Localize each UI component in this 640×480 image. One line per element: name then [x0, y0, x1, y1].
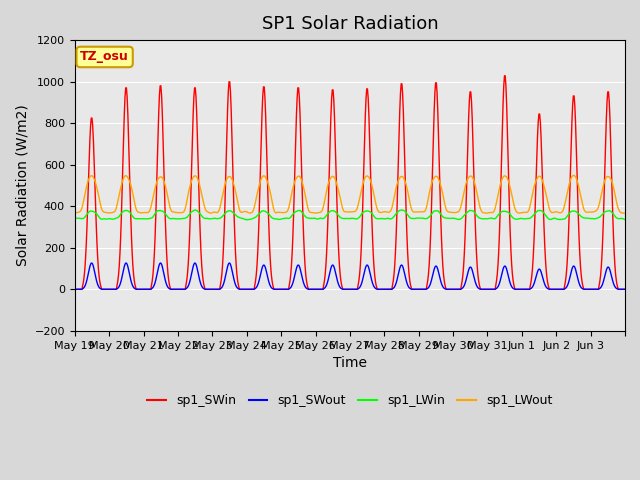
sp1_SWout — [264, 277, 272, 283]
Line: sp1_LWout: sp1_LWout — [75, 176, 625, 213]
sp1_LWout — [621, 210, 629, 216]
sp1_LWin — [136, 216, 143, 222]
sp1_SWin — [136, 287, 143, 292]
sp1_SWout — [285, 286, 293, 292]
sp1_LWin — [266, 212, 273, 217]
sp1_SWout — [438, 282, 446, 288]
sp1_LWout — [285, 205, 292, 211]
Legend: sp1_SWin, sp1_SWout, sp1_LWin, sp1_LWout: sp1_SWin, sp1_SWout, sp1_LWin, sp1_LWout — [142, 389, 557, 412]
sp1_LWout — [570, 173, 577, 179]
sp1_SWout — [136, 287, 144, 292]
Text: TZ_osu: TZ_osu — [80, 50, 129, 63]
sp1_LWin — [237, 215, 245, 221]
sp1_LWin — [243, 217, 250, 223]
Line: sp1_LWin: sp1_LWin — [75, 210, 625, 220]
sp1_LWin — [191, 207, 199, 213]
Y-axis label: Solar Radiation (W/m2): Solar Radiation (W/m2) — [15, 105, 29, 266]
sp1_LWout — [136, 210, 143, 216]
sp1_LWout — [237, 209, 244, 215]
sp1_LWin — [286, 215, 294, 221]
sp1_LWin — [439, 214, 447, 219]
Title: SP1 Solar Radiation: SP1 Solar Radiation — [262, 15, 438, 33]
sp1_SWin — [621, 287, 629, 292]
sp1_SWin — [500, 73, 508, 79]
sp1_LWin — [408, 216, 416, 221]
Line: sp1_SWout: sp1_SWout — [75, 263, 625, 289]
sp1_SWin — [285, 287, 292, 292]
Line: sp1_SWin: sp1_SWin — [75, 76, 625, 289]
sp1_LWout — [406, 203, 414, 208]
sp1_SWin — [406, 282, 414, 288]
sp1_SWout — [237, 287, 245, 292]
sp1_SWin — [237, 287, 244, 292]
sp1_SWout — [71, 287, 79, 292]
sp1_SWin — [71, 287, 79, 292]
sp1_SWout — [621, 287, 629, 292]
sp1_SWout — [88, 260, 96, 266]
sp1_SWout — [408, 286, 415, 292]
X-axis label: Time: Time — [333, 356, 367, 370]
sp1_LWin — [71, 216, 79, 221]
sp1_LWout — [438, 185, 445, 191]
sp1_LWin — [621, 217, 629, 223]
sp1_SWin — [264, 188, 271, 193]
sp1_LWout — [71, 210, 79, 216]
sp1_LWout — [264, 180, 271, 186]
sp1_SWin — [438, 232, 445, 238]
